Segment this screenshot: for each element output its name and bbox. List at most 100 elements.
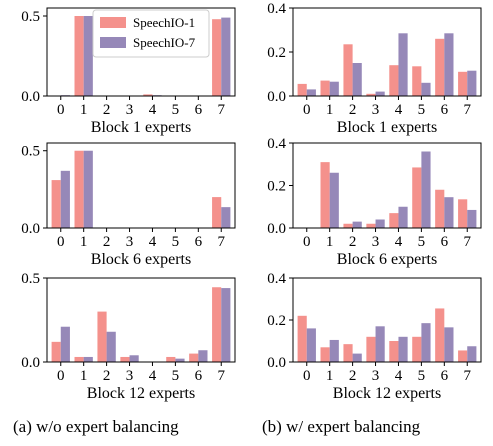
bar-speechio-7-expert-5 — [421, 323, 431, 362]
x-tick-label: 3 — [126, 234, 134, 250]
x-tick-label: 5 — [418, 234, 426, 250]
bar-speechio-1-expert-5 — [412, 167, 422, 228]
bar-speechio-1-expert-7 — [458, 199, 468, 228]
legend-label-speechio-1: SpeechIO-1 — [133, 15, 195, 30]
x-tick-label: 2 — [103, 368, 111, 384]
x-tick-label: 3 — [126, 102, 134, 118]
bar-speechio-1-expert-6 — [435, 308, 445, 362]
y-tick-label: 0.2 — [267, 45, 286, 61]
y-tick-label: 0.0 — [21, 221, 40, 237]
panel-4: 0.0 0.2 0.4 0 1 2 3 4 5 6 7 Block 6 experts — [267, 136, 482, 268]
x-tick-label: 2 — [103, 234, 111, 250]
y-tick-label: 0.0 — [267, 221, 286, 237]
bar-speechio-1-expert-2 — [97, 311, 107, 362]
bar-speechio-7-expert-6 — [198, 350, 208, 362]
bar-speechio-1-expert-1 — [74, 150, 84, 228]
bar-speechio-7-expert-3 — [375, 219, 385, 228]
bar-speechio-7-expert-0 — [60, 326, 70, 362]
bar-speechio-7-expert-6 — [444, 33, 454, 96]
bar-speechio-7-expert-2 — [352, 221, 362, 229]
bar-speechio-1-expert-3 — [366, 336, 376, 362]
panel-2: 0.0 0.2 0.4 0 1 2 3 4 5 6 7 Block 1 experts — [267, 1, 482, 136]
x-tick-label: 0 — [303, 102, 311, 118]
bar-speechio-1-expert-7 — [212, 287, 222, 362]
bar-speechio-7-expert-7 — [221, 17, 231, 97]
x-tick-label: 6 — [195, 368, 203, 384]
x-tick-label: 7 — [463, 102, 471, 118]
y-tick-label: 0.2 — [267, 313, 286, 329]
x-tick-label: 7 — [217, 102, 225, 118]
bar-speechio-1-expert-2 — [343, 344, 353, 362]
bar-speechio-7-expert-6 — [444, 327, 454, 362]
x-tick-label: 1 — [80, 102, 88, 118]
bar-speechio-7-expert-4 — [398, 336, 408, 362]
bar-speechio-1-expert-1 — [74, 16, 84, 96]
caption-left: (a) w/o expert balancing — [13, 417, 179, 436]
x-tick-label: 7 — [217, 234, 225, 250]
x-axis-label: Block 1 experts — [337, 119, 437, 136]
x-tick-label: 7 — [463, 368, 471, 384]
panel-5: 0.0 0.5 0 1 2 3 4 5 6 7 Block 12 experts — [21, 271, 236, 402]
y-tick-label: 0.4 — [267, 136, 286, 152]
bar-speechio-7-expert-7 — [467, 346, 477, 362]
bar-speechio-1-expert-4 — [389, 65, 399, 96]
bar-speechio-7-expert-7 — [221, 288, 231, 362]
bar-speechio-7-expert-1 — [329, 339, 339, 362]
bar-speechio-7-expert-5 — [421, 82, 431, 96]
x-axis-label: Block 6 experts — [337, 251, 437, 268]
y-tick-label: 0.5 — [21, 271, 40, 287]
axes-frame — [46, 7, 236, 97]
bar-speechio-1-expert-1 — [320, 347, 330, 362]
bar-speechio-1-expert-4 — [389, 213, 399, 229]
bar-speechio-7-expert-2 — [106, 331, 116, 362]
x-tick-label: 2 — [349, 234, 357, 250]
bar-speechio-7-expert-3 — [375, 326, 385, 362]
x-tick-label: 0 — [303, 368, 311, 384]
y-tick-label: 0.4 — [267, 271, 286, 287]
bar-speechio-1-expert-6 — [435, 189, 445, 228]
y-tick-label: 0.4 — [267, 1, 286, 17]
bar-speechio-1-expert-0 — [51, 341, 61, 362]
bar-speechio-1-expert-3 — [366, 223, 376, 228]
x-tick-label: 1 — [326, 234, 334, 250]
bar-speechio-7-expert-7 — [467, 209, 477, 228]
x-tick-label: 4 — [395, 102, 403, 118]
bar-speechio-7-expert-3 — [129, 355, 139, 362]
x-tick-label: 6 — [441, 368, 449, 384]
x-tick-label: 2 — [103, 102, 111, 118]
x-tick-label: 1 — [80, 368, 88, 384]
x-tick-label: 6 — [441, 234, 449, 250]
x-tick-label: 4 — [395, 234, 403, 250]
legend-label-speechio-7: SpeechIO-7 — [133, 35, 196, 50]
bar-speechio-1-expert-6 — [189, 353, 199, 362]
panel-6: 0.0 0.2 0.4 0 1 2 3 4 5 6 7 Block 12 experts — [267, 271, 482, 402]
bar-speechio-1-expert-4 — [143, 94, 153, 96]
x-tick-label: 6 — [195, 102, 203, 118]
axes-frame — [46, 142, 236, 229]
x-tick-label: 2 — [349, 102, 357, 118]
bar-speechio-1-expert-7 — [212, 197, 222, 228]
bar-speechio-7-expert-5 — [175, 358, 185, 362]
x-axis-label: Block 12 experts — [333, 385, 441, 402]
y-tick-label: 0.0 — [267, 89, 286, 105]
axes-frame — [46, 277, 236, 363]
bar-speechio-7-expert-7 — [221, 207, 231, 228]
bar-speechio-7-expert-1 — [329, 81, 339, 96]
y-tick-label: 0.2 — [267, 179, 286, 195]
bar-speechio-1-expert-3 — [120, 356, 130, 362]
x-tick-label: 4 — [395, 368, 403, 384]
bar-speechio-7-expert-1 — [83, 16, 93, 96]
bar-speechio-1-expert-0 — [297, 83, 307, 96]
x-tick-label: 3 — [372, 368, 380, 384]
panel-1: 0.0 0.5 0 1 2 3 4 5 6 7 Block 1 experts — [21, 7, 236, 136]
x-tick-label: 7 — [217, 368, 225, 384]
bar-speechio-7-expert-1 — [83, 150, 93, 228]
x-axis-label: Block 1 experts — [91, 119, 191, 136]
bar-speechio-1-expert-3 — [366, 93, 376, 96]
x-tick-label: 4 — [149, 368, 157, 384]
bar-speechio-7-expert-1 — [83, 356, 93, 362]
legend-swatch-speechio-1 — [100, 17, 126, 28]
x-tick-label: 3 — [372, 102, 380, 118]
